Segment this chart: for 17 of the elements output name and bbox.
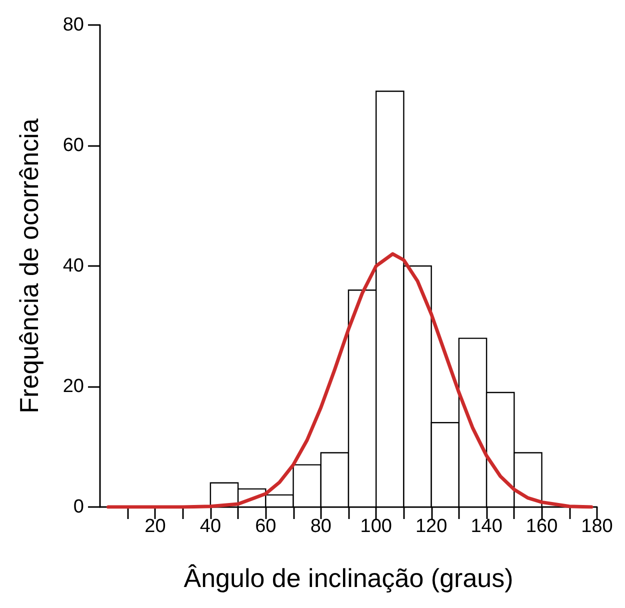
y-tick-label: 80 bbox=[62, 14, 84, 36]
y-tick-label: 0 bbox=[73, 496, 84, 518]
x-tick-label: 160 bbox=[526, 516, 558, 537]
x-tick-label: 180 bbox=[581, 516, 613, 537]
x-tick-label: 140 bbox=[470, 516, 502, 537]
line-series bbox=[106, 252, 594, 509]
x-axis-title: Ângulo de inclinação (graus) bbox=[184, 563, 514, 593]
y-tick-label: 60 bbox=[62, 135, 84, 156]
x-tick-label: 60 bbox=[255, 516, 276, 537]
x-tick-label: 80 bbox=[310, 516, 332, 537]
x-tick-label: 120 bbox=[415, 516, 448, 537]
x-tick-label: 100 bbox=[360, 516, 392, 537]
y-tick-label: 20 bbox=[62, 376, 84, 397]
x-tick-label: 40 bbox=[200, 516, 222, 537]
y-tick-label: 40 bbox=[62, 256, 84, 276]
y-axis-title: Frequência de ocorrência bbox=[14, 118, 44, 414]
x-tick-label: 20 bbox=[144, 516, 166, 537]
